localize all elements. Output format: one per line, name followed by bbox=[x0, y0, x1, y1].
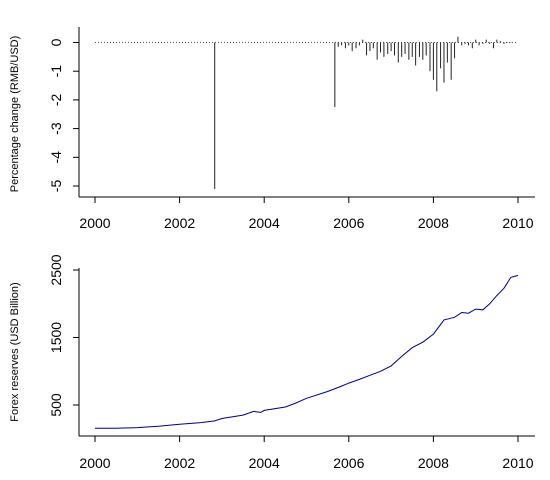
bottom-x-tick-label: 2004 bbox=[249, 455, 280, 471]
top-y-axis-title: Percentage change (RMB/USD) bbox=[9, 36, 21, 193]
bottom-x-tick-label: 2000 bbox=[79, 455, 110, 471]
bottom-x-tick-label: 2006 bbox=[333, 455, 364, 471]
top-y-tick-label: -2 bbox=[48, 93, 64, 106]
bottom-y-tick-label: 1500 bbox=[48, 322, 64, 353]
top-y-tick-label: -3 bbox=[48, 122, 64, 135]
bottom-x-tick-label: 2008 bbox=[418, 455, 449, 471]
reserves-line bbox=[95, 274, 519, 429]
top-y-tick-label: -5 bbox=[48, 180, 64, 193]
bottom-y-tick-label: 500 bbox=[48, 393, 64, 417]
bottom-y-tick-label: 2500 bbox=[48, 254, 64, 285]
top-x-tick-label: 2004 bbox=[249, 215, 280, 231]
top-x-tick-label: 2000 bbox=[79, 215, 110, 231]
top-x-tick-label: 2006 bbox=[333, 215, 364, 231]
bottom-x-tick-label: 2002 bbox=[164, 455, 195, 471]
bottom-x-tick-label: 2010 bbox=[502, 455, 533, 471]
top-y-tick-label: 0 bbox=[48, 38, 64, 46]
bottom-y-axis-title: Forex reserves (USD Billion) bbox=[9, 282, 21, 421]
top-x-tick-label: 2002 bbox=[164, 215, 195, 231]
rmb-change-panel: Percentage change (RMB/USD) 0 -1 -2 -3 -4 -5 2… bbox=[9, 27, 535, 231]
forex-reserves-panel: Forex reserves (USD Billion) 500 1500 2500… bbox=[9, 254, 535, 471]
top-x-tick-label: 2008 bbox=[418, 215, 449, 231]
top-y-tick-label: -4 bbox=[48, 151, 64, 164]
top-x-tick-label: 2010 bbox=[502, 215, 533, 231]
top-y-tick-label: -1 bbox=[48, 65, 64, 78]
